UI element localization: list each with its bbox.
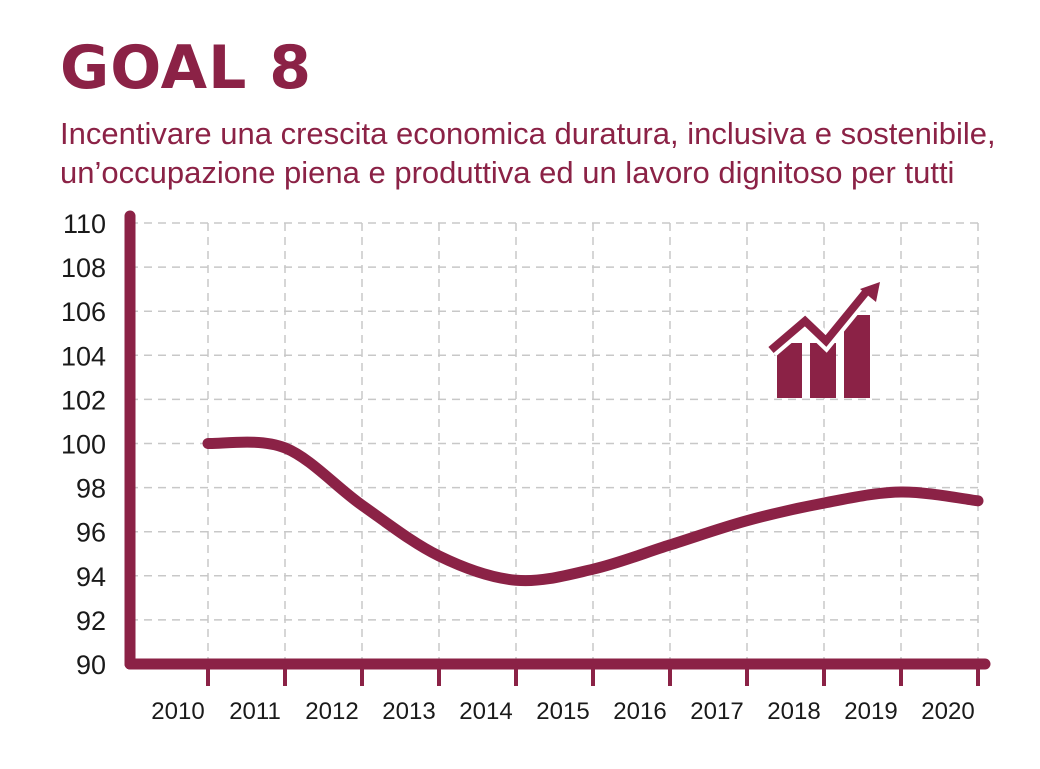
x-tick-label-2011: 2011 xyxy=(229,698,281,725)
grid-lines xyxy=(130,222,979,664)
x-tick-labels: 2010 2011 2012 2013 2014 2015 2016 2017 2018 2019… xyxy=(151,698,974,725)
series-line-0 xyxy=(202,436,984,587)
y-tick-label-104: 104 xyxy=(61,341,106,371)
data-point-2018 xyxy=(823,502,825,505)
x-tick-label-2019: 2019 xyxy=(844,698,897,725)
data-point-2010 xyxy=(207,442,209,445)
data-point-2011 xyxy=(284,446,286,449)
y-tick-labels: 90 92 94 96 98 100 102 104 106 108 110 xyxy=(61,209,106,680)
y-tick-label-102: 102 xyxy=(61,385,106,415)
icon-arrow-line xyxy=(768,289,870,354)
y-tick-label-108: 108 xyxy=(61,253,106,283)
x-tick-label-2013: 2013 xyxy=(382,698,435,725)
x-tick-label-2020: 2020 xyxy=(921,698,974,725)
data-point-2019 xyxy=(900,491,902,494)
data-point-2014 xyxy=(515,579,517,582)
y-tick-label-90: 90 xyxy=(76,650,106,680)
data-point-2015 xyxy=(592,568,594,571)
axes xyxy=(124,210,991,686)
data-point-2016 xyxy=(669,543,671,546)
page-title: GOAL 8 xyxy=(60,33,312,103)
x-tick-label-2012: 2012 xyxy=(305,698,358,725)
x-tick-label-2014: 2014 xyxy=(459,698,512,725)
icon-bar-3 xyxy=(844,315,870,398)
data-point-2020 xyxy=(977,499,979,502)
y-tick-label-92: 92 xyxy=(76,606,106,636)
data-point-2017 xyxy=(746,519,748,522)
x-tick-label-2015: 2015 xyxy=(536,698,589,725)
y-tick-label-106: 106 xyxy=(61,297,106,327)
icon-bar-1 xyxy=(777,343,802,398)
x-tick-label-2018: 2018 xyxy=(767,698,820,725)
y-tick-label-100: 100 xyxy=(61,430,106,460)
icon-bar-2 xyxy=(810,343,836,398)
page-subtitle: Incentivare una crescita economica durat… xyxy=(60,116,996,190)
y-tick-label-94: 94 xyxy=(76,562,106,592)
data-point-2013 xyxy=(438,554,440,557)
growth-chart-icon xyxy=(765,282,880,398)
icon-arrow-head xyxy=(860,282,880,302)
x-tick-label-2016: 2016 xyxy=(613,698,666,725)
y-tick-label-96: 96 xyxy=(76,518,106,548)
x-tick-label-2017: 2017 xyxy=(690,698,743,725)
data-point-2012 xyxy=(361,504,363,507)
y-tick-label-98: 98 xyxy=(76,474,106,504)
series-lines xyxy=(202,436,984,587)
x-tick-label-2010: 2010 xyxy=(151,698,204,725)
y-tick-label-110: 110 xyxy=(63,209,106,239)
